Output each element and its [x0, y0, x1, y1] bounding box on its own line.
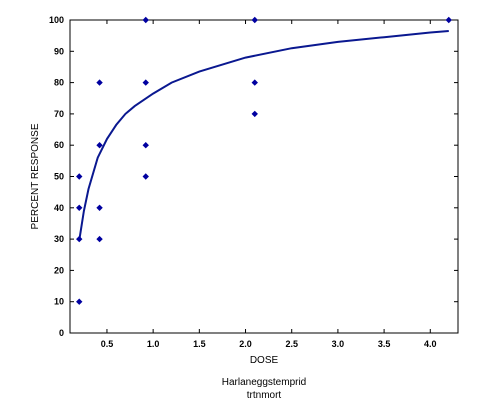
- x-tick-label: 1.5: [193, 339, 206, 349]
- data-points: [76, 16, 452, 305]
- data-point: [251, 16, 258, 24]
- x-tick-label: 3.5: [378, 339, 391, 349]
- data-point: [142, 142, 149, 149]
- y-tick-label: 80: [54, 78, 64, 88]
- x-tick-label: 2.0: [239, 339, 252, 349]
- data-point: [76, 204, 83, 211]
- data-point: [142, 16, 149, 24]
- data-point: [251, 79, 258, 86]
- data-point: [142, 79, 149, 86]
- data-point: [76, 298, 83, 305]
- y-tick-label: 50: [54, 172, 64, 182]
- fitted-curve: [78, 30, 449, 241]
- data-point: [96, 204, 103, 211]
- x-tick-label: 3.0: [332, 339, 345, 349]
- data-point: [96, 142, 103, 149]
- data-point: [76, 173, 83, 180]
- y-tick-label: 40: [54, 203, 64, 213]
- data-point: [142, 173, 149, 180]
- y-tick-label: 30: [54, 234, 64, 244]
- data-point: [96, 235, 103, 243]
- data-point: [76, 235, 83, 243]
- x-axis-ticks: 0.5 1.0 1.5 2.0 2.5 3.0 3.5 4.0: [101, 20, 437, 349]
- y-tick-label: 70: [54, 109, 64, 119]
- y-axis-ticks: 0 10 20 30 40 50 60 70 80 90 100: [49, 15, 458, 338]
- y-tick-label: 0: [59, 328, 64, 338]
- y-tick-label: 90: [54, 46, 64, 56]
- x-axis-title: DOSE: [250, 355, 279, 366]
- x-tick-label: 2.5: [285, 339, 298, 349]
- caption-line-1: Harlaneggstemprid: [222, 377, 307, 388]
- y-tick-label: 60: [54, 140, 64, 150]
- data-point: [251, 110, 258, 118]
- x-tick-label: 4.0: [424, 339, 437, 349]
- y-tick-label: 10: [54, 297, 64, 307]
- y-tick-label: 100: [49, 15, 64, 25]
- caption-line-2: trtnmort: [247, 390, 282, 401]
- y-axis-title: PERCENT RESPONSE: [30, 123, 41, 229]
- y-tick-label: 20: [54, 265, 64, 275]
- x-tick-label: 1.0: [147, 339, 160, 349]
- x-tick-label: 0.5: [101, 339, 114, 349]
- data-point: [445, 16, 452, 24]
- data-point: [96, 79, 103, 86]
